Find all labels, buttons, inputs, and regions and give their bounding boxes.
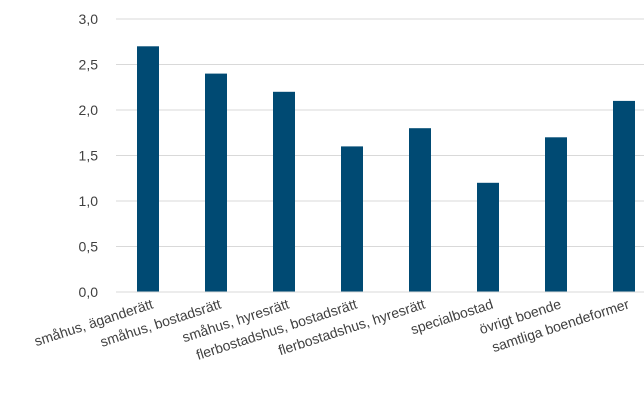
y-tick-label: 1,0	[79, 193, 99, 209]
bar	[477, 182, 499, 292]
bar	[613, 100, 635, 293]
y-tick-label: 2,5	[79, 57, 99, 73]
y-tick-label: 0,0	[79, 284, 99, 300]
y-tick-label: 0,5	[79, 239, 99, 255]
bar	[341, 146, 363, 292]
bar	[545, 137, 567, 292]
y-tick-label: 1,5	[79, 148, 99, 164]
bar	[409, 128, 431, 292]
y-tick-label: 3,0	[79, 11, 99, 27]
bar	[205, 73, 227, 292]
bar	[137, 46, 159, 292]
bars	[137, 46, 635, 293]
y-tick-label: 2,0	[79, 102, 99, 118]
y-axis-tick-labels: 0,0 0,5 1,0 1,5 2,0 2,5 3,0	[79, 11, 99, 300]
bar	[273, 91, 295, 292]
